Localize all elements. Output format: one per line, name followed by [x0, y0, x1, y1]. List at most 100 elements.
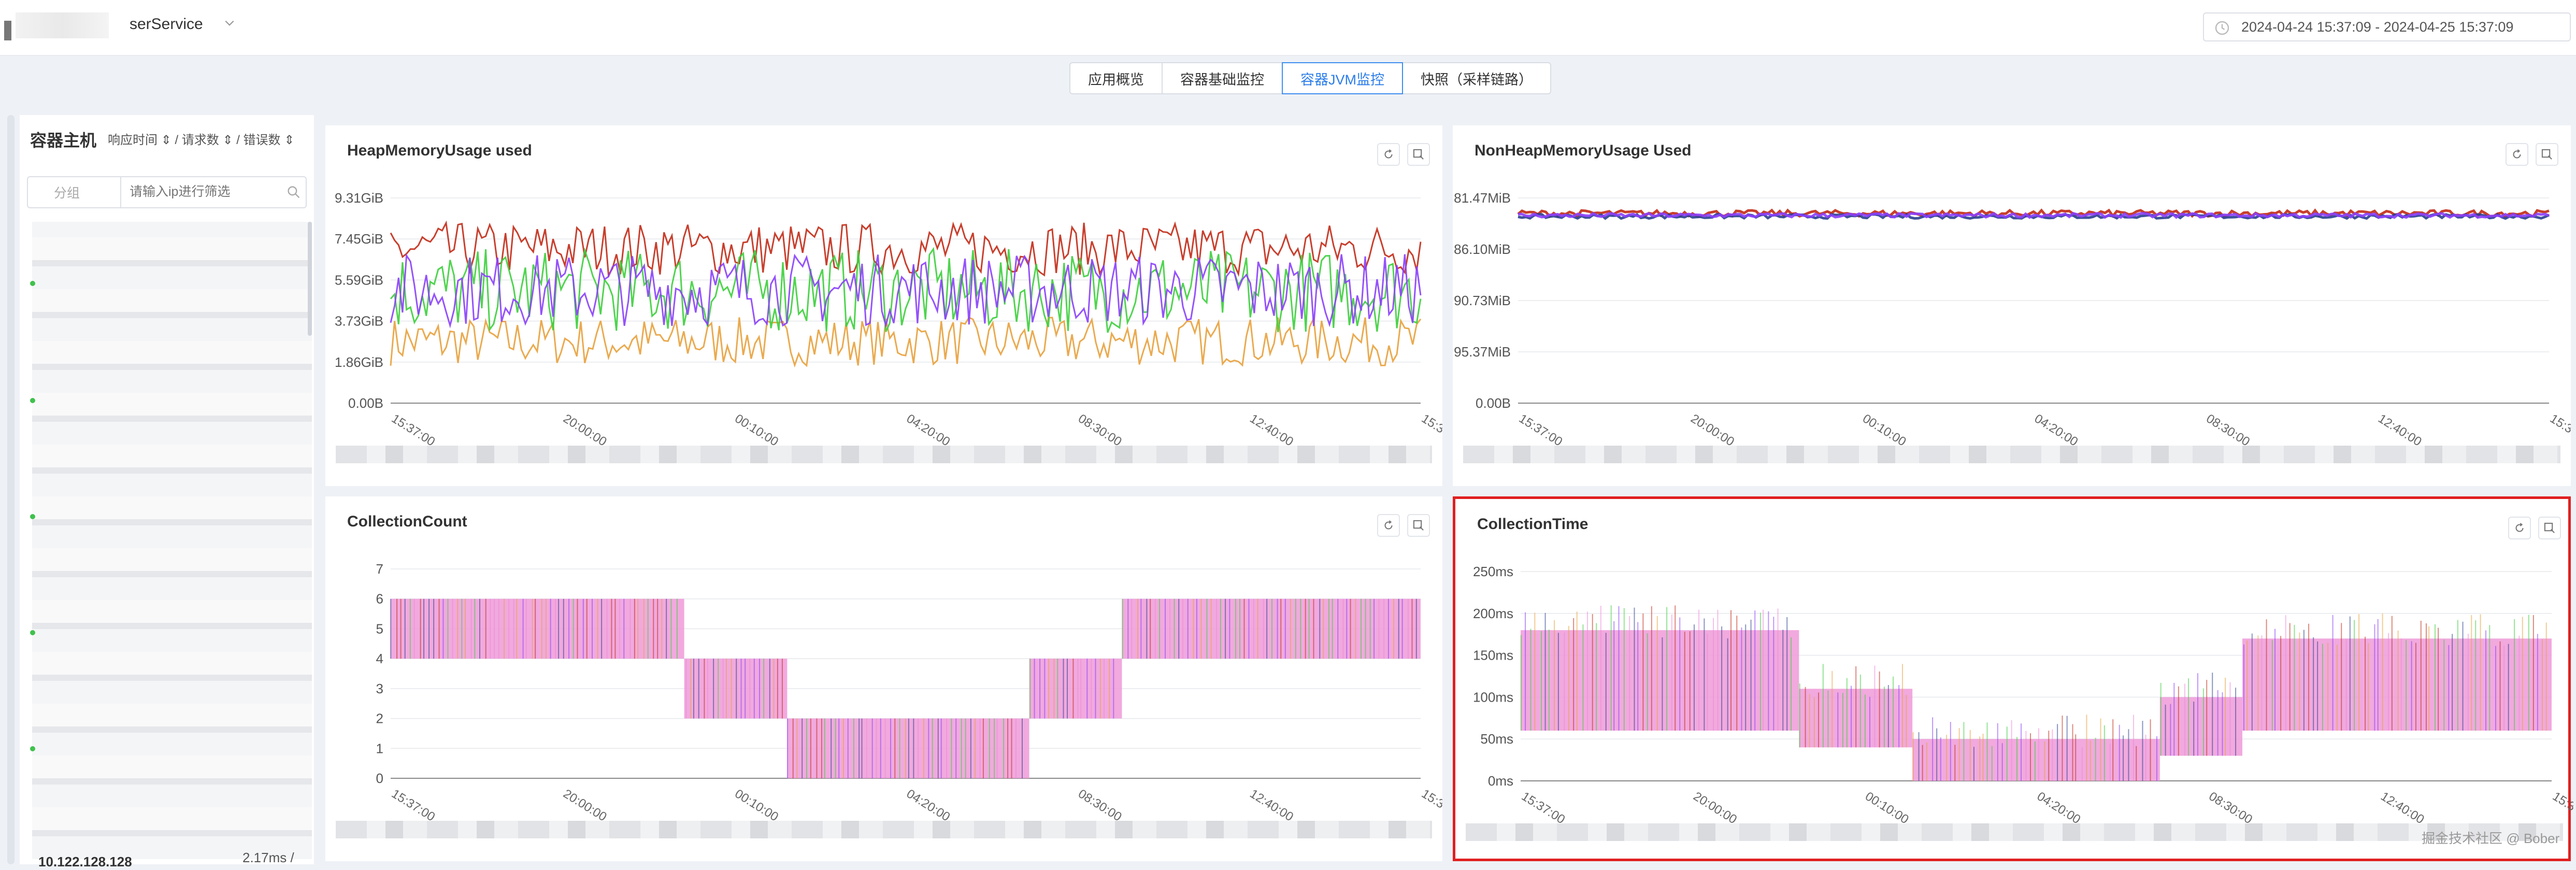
zoom-reset-button[interactable]: [1407, 514, 1430, 537]
tab-snapshot[interactable]: 快照（采样链路）: [1402, 62, 1551, 94]
refresh-button[interactable]: [1377, 143, 1400, 166]
x-tick-label: 00:10:00: [732, 787, 781, 824]
host-response-time: 2.17ms /: [242, 850, 294, 865]
chart-panel-1: HeapMemoryUsage used 0.00B 1.86GiB 3.73GiB 5…: [325, 125, 1442, 486]
clock-icon: [2215, 21, 2229, 35]
x-tick-label: 12:40:00: [1247, 787, 1296, 824]
time-range-slider[interactable]: [336, 446, 1432, 463]
chart-panel-3: CollectionCount 0 1 2 3 4 5 6 7 15:37:00 20:00:00 0…: [325, 496, 1442, 861]
x-tick-label: 04:20:00: [2035, 789, 2083, 826]
time-range-slider[interactable]: [336, 821, 1432, 838]
refresh-icon: [2513, 149, 2521, 159]
x-tick-label: 12:40:00: [2375, 411, 2424, 449]
y-tick-label: 3.73GiB: [335, 313, 383, 329]
host-filter: 分组: [27, 176, 307, 208]
chart-plot[interactable]: 0 1 2 3 4 5 6 7 15:37:00 20:00:00 00:10:00 04:20:00…: [325, 496, 1442, 861]
refresh-icon: [1384, 149, 1393, 159]
chart-title: CollectionCount: [347, 513, 467, 530]
y-tick-label: 90.73MiB: [1454, 293, 1511, 308]
sidebar-title: 容器主机: [30, 131, 97, 150]
status-dot: [30, 514, 35, 519]
x-tick-label: 12:40:00: [2378, 789, 2427, 826]
refresh-button[interactable]: [2508, 517, 2531, 539]
series-line: [1518, 211, 2550, 219]
chart-panel-4: CollectionTime 0ms 50ms 100ms 150ms 200ms 250m…: [1453, 496, 2573, 864]
series-band: [684, 659, 788, 719]
host-sidebar: 容器主机 响应时间 ⇕ / 请求数 ⇕ / 错误数 ⇕ 分组 10.122.12…: [20, 115, 314, 869]
series-band: [1122, 598, 1421, 659]
y-tick-label: 250ms: [1473, 564, 1513, 579]
time-range-slider[interactable]: [1463, 446, 2560, 463]
y-tick-label: 6: [376, 591, 383, 607]
series-line: [390, 253, 1422, 329]
collapse-rail[interactable]: [7, 115, 15, 864]
tab-container-jvm[interactable]: 容器JVM监控: [1282, 62, 1403, 94]
view-tabs: 应用概览 容器基础监控 容器JVM监控 快照（采样链路）: [1069, 62, 1551, 94]
time-range-slider[interactable]: [1466, 823, 2563, 841]
x-tick-label: 20:00:00: [1688, 411, 1737, 449]
group-label: 分组: [54, 186, 80, 201]
top-bar: serService 2024-04-24 15:37:09 - 2024-04…: [0, 0, 2576, 56]
chart-plot[interactable]: 0.00B 95.37MiB 90.73MiB 86.10MiB 81.47MiB 15:…: [1453, 125, 2571, 486]
y-tick-label: 0.00B: [348, 395, 383, 411]
zoom-reset-button[interactable]: [2536, 143, 2558, 166]
date-range-picker[interactable]: 2024-04-24 15:37:09 - 2024-04-25 15:37:0…: [2203, 12, 2571, 41]
x-tick-label: 04:20:00: [904, 787, 953, 824]
host-ip[interactable]: 10.122.128.128: [38, 854, 132, 869]
series-band: [391, 598, 684, 659]
refresh-icon: [2515, 523, 2524, 532]
ip-search-input[interactable]: [130, 184, 285, 199]
y-tick-label: 7.45GiB: [335, 231, 383, 247]
chart-plot[interactable]: 0.00B 1.86GiB 3.73GiB 5.59GiB 7.45GiB 9.31GiB…: [325, 125, 1442, 486]
status-dot: [30, 398, 35, 403]
y-tick-label: 150ms: [1473, 648, 1513, 663]
status-dot: [30, 281, 35, 286]
series-band: [1029, 659, 1122, 719]
x-tick-label: 20:00:00: [561, 787, 609, 824]
refresh-icon: [1384, 520, 1393, 530]
refresh-button[interactable]: [1377, 514, 1400, 537]
date-range-text: 2024-04-24 15:37:09 - 2024-04-25 15:37:0…: [2241, 19, 2514, 35]
x-tick-label: 20:00:00: [1691, 789, 1739, 826]
chevron-down-icon[interactable]: [224, 18, 235, 29]
scrollbar[interactable]: [308, 222, 312, 336]
x-tick-label: 00:10:00: [1863, 789, 1911, 826]
sort-options[interactable]: 响应时间 ⇕ / 请求数 ⇕ / 错误数 ⇕: [108, 133, 295, 147]
zoom-reset-button[interactable]: [2538, 517, 2561, 539]
y-tick-label: 50ms: [1480, 731, 1513, 747]
zoom-reset-icon: [1413, 149, 1424, 160]
x-tick-label: 15:3: [1419, 787, 1442, 811]
series-line: [390, 220, 1422, 278]
x-tick-label: 00:10:00: [732, 411, 781, 449]
status-dot: [30, 630, 35, 635]
chart-panel-2: NonHeapMemoryUsage Used 0.00B 95.37MiB 90.7…: [1453, 125, 2571, 486]
refresh-button[interactable]: [2506, 143, 2528, 166]
x-tick-label: 15:37:00: [389, 787, 438, 824]
x-tick-label: 15:3: [1419, 411, 1442, 436]
y-tick-label: 2: [376, 711, 383, 726]
chart-plot[interactable]: 0ms 50ms 100ms 150ms 200ms 250ms 15:37:00 20:00…: [1455, 499, 2573, 864]
y-tick-label: 95.37MiB: [1454, 344, 1511, 360]
service-name[interactable]: serService: [130, 16, 203, 33]
search-icon[interactable]: [287, 186, 300, 199]
x-tick-label: 20:00:00: [561, 411, 609, 449]
y-tick-label: 0.00B: [1476, 395, 1511, 411]
y-tick-label: 4: [376, 651, 383, 666]
status-dot: [30, 746, 35, 751]
x-tick-label: 00:10:00: [1860, 411, 1909, 449]
x-tick-label: 15:3: [2548, 411, 2571, 436]
x-tick-label: 04:20:00: [2032, 411, 2081, 449]
y-tick-label: 100ms: [1473, 689, 1513, 705]
tab-container-basic[interactable]: 容器基础监控: [1162, 62, 1283, 94]
host-list-redacted[interactable]: [32, 222, 312, 859]
series-line: [390, 316, 1422, 368]
x-tick-label: 15:37:00: [389, 411, 438, 449]
zoom-reset-icon: [2541, 149, 2552, 160]
x-tick-label: 15:37:00: [1516, 411, 1565, 449]
group-select[interactable]: 分组: [28, 177, 121, 207]
service-name-redacted: [16, 12, 109, 38]
y-tick-label: 9.31GiB: [335, 190, 383, 206]
zoom-reset-button[interactable]: [1407, 143, 1430, 166]
tab-app-overview[interactable]: 应用概览: [1069, 62, 1163, 94]
series-band: [1521, 630, 1799, 731]
